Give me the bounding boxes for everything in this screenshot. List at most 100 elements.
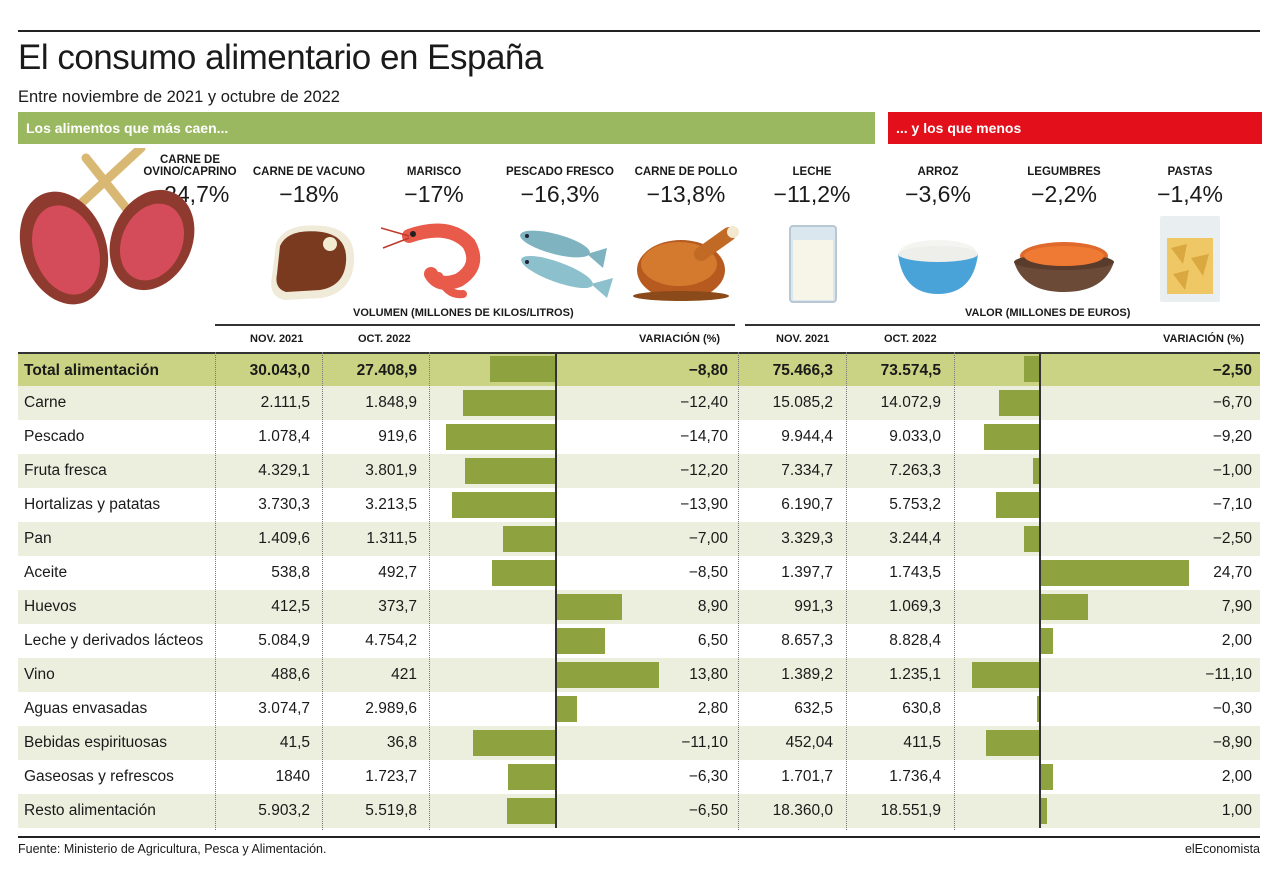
val-nov-cell: 991,3 xyxy=(794,598,833,615)
vol-var-cell: −12,20 xyxy=(680,462,728,479)
vol-oct-cell: 27.408,9 xyxy=(356,362,417,379)
value-variation-bar xyxy=(985,730,1039,756)
column-divider xyxy=(322,352,323,830)
food-item-arroz: ARROZ −3,6% xyxy=(873,152,1003,294)
row-label: Vino xyxy=(24,666,55,683)
volume-variation-bar xyxy=(446,424,555,450)
food-pct: −3,6% xyxy=(905,181,971,207)
vol-nov-cell: 3.074,7 xyxy=(258,700,310,717)
val-nov-cell: 1.389,2 xyxy=(781,666,833,683)
volume-variation-bar xyxy=(463,390,555,416)
vol-oct-cell: 421 xyxy=(391,666,417,683)
val-var-cell: −1,00 xyxy=(1212,462,1252,479)
val-nov-cell: 632,5 xyxy=(794,700,833,717)
val-var-cell: −11,10 xyxy=(1205,666,1252,683)
row-label: Pescado xyxy=(24,428,85,445)
vol-nov-cell: 2.111,5 xyxy=(260,394,310,411)
vol-oct-cell: 1.723,7 xyxy=(365,768,417,785)
food-item-vacuno: CARNE DE VACUNO −18% xyxy=(244,152,374,300)
value-variation-bar xyxy=(1040,628,1053,654)
vol-oct-cell: 3.213,5 xyxy=(365,496,417,513)
row-label: Fruta fresca xyxy=(24,462,107,479)
volume-variation-bar xyxy=(492,560,555,586)
val-var-cell: −2,50 xyxy=(1212,530,1252,547)
row-label: Leche y derivados lácteos xyxy=(24,632,204,649)
val-oct-cell: 630,8 xyxy=(902,700,941,717)
val-nov-cell: 15.085,2 xyxy=(772,394,833,411)
value-variation-bar xyxy=(1040,594,1088,620)
val-nov-cell: 6.190,7 xyxy=(781,496,833,513)
column-divider xyxy=(954,352,955,830)
value-section-rule xyxy=(745,324,1260,326)
vol-oct-cell: 5.519,8 xyxy=(365,802,417,819)
value-variation-bar xyxy=(972,662,1039,688)
volume-variation-bar xyxy=(556,594,623,620)
food-name: LEGUMBRES xyxy=(1027,166,1101,178)
vol-var-cell: −11,10 xyxy=(681,734,728,751)
food-name: ARROZ xyxy=(917,166,959,178)
vol-oct-cell: 3.801,9 xyxy=(365,462,417,479)
shrimp-icon xyxy=(369,214,499,304)
val-oct-cell: 1.235,1 xyxy=(889,666,941,683)
val-nov-header: NOV. 2021 xyxy=(776,333,830,345)
val-nov-cell: 75.466,3 xyxy=(772,362,833,379)
row-label: Pan xyxy=(24,530,52,547)
food-item-pastas: PASTAS −1,4% xyxy=(1125,152,1255,302)
vol-oct-cell: 373,7 xyxy=(378,598,417,615)
volume-variation-bar xyxy=(472,730,555,756)
food-name: PESCADO FRESCO xyxy=(506,166,614,178)
vol-nov-cell: 412,5 xyxy=(271,598,310,615)
vol-oct-cell: 492,7 xyxy=(378,564,417,581)
val-oct-cell: 1.743,5 xyxy=(889,564,941,581)
volume-variation-bar xyxy=(508,764,555,790)
row-label: Huevos xyxy=(24,598,77,615)
table-row: Bebidas espirituosas 41,5 36,8 −11,10 452,04… xyxy=(18,726,1260,760)
table-row: Fruta fresca 4.329,1 3.801,9 −12,20 7.334,7 7… xyxy=(18,454,1260,488)
most-fall-band: Los alimentos que más caen... xyxy=(18,112,875,144)
value-variation-bar xyxy=(1033,458,1039,484)
food-pct: −2,2% xyxy=(1031,181,1097,207)
vol-var-cell: −12,40 xyxy=(680,394,728,411)
value-variation-bar xyxy=(1024,356,1039,382)
food-pct: −1,4% xyxy=(1157,181,1223,207)
val-var-cell: 2,00 xyxy=(1221,632,1252,649)
volume-variation-bar xyxy=(506,798,555,824)
val-nov-cell: 9.944,4 xyxy=(781,428,833,445)
val-oct-cell: 3.244,4 xyxy=(889,530,941,547)
food-item-legumbres: LEGUMBRES −2,2% xyxy=(999,152,1129,292)
val-var-cell: −9,20 xyxy=(1212,428,1252,445)
val-nov-cell: 1.397,7 xyxy=(781,564,833,581)
volume-section-rule xyxy=(215,324,735,326)
volume-variation-bar xyxy=(556,696,578,722)
row-label: Aguas envasadas xyxy=(24,700,148,717)
food-name: CARNE DE OVINO/CAPRINO xyxy=(143,154,237,178)
vol-var-cell: −6,50 xyxy=(688,802,728,819)
fish-icon xyxy=(495,214,625,304)
value-variation-bar xyxy=(1037,696,1039,722)
vol-var-cell: −14,70 xyxy=(680,428,728,445)
food-name: PASTAS xyxy=(1167,166,1213,178)
val-oct-cell: 1.069,3 xyxy=(889,598,941,615)
food-pct: −16,3% xyxy=(520,181,600,207)
vol-nov-header: NOV. 2021 xyxy=(250,333,304,345)
val-oct-header: OCT. 2022 xyxy=(884,333,937,345)
val-var-cell: −6,70 xyxy=(1212,394,1252,411)
table-row: Pan 1.409,6 1.311,5 −7,00 3.329,3 3.244,4 −2,5… xyxy=(18,522,1260,556)
row-label: Bebidas espirituosas xyxy=(24,734,168,751)
volume-variation-bar xyxy=(556,628,605,654)
table-row: Aceite 538,8 492,7 −8,50 1.397,7 1.743,5 24,70 xyxy=(18,556,1260,590)
val-oct-cell: 7.263,3 xyxy=(889,462,941,479)
volume-zero-axis xyxy=(555,352,557,828)
vol-var-cell: −7,00 xyxy=(688,530,728,547)
val-oct-cell: 14.072,9 xyxy=(880,394,941,411)
val-var-cell: 7,90 xyxy=(1221,598,1252,615)
row-label: Hortalizas y patatas xyxy=(24,496,161,513)
vol-nov-cell: 488,6 xyxy=(271,666,310,683)
table-row: Hortalizas y patatas 3.730,3 3.213,5 −13,90… xyxy=(18,488,1260,522)
val-var-cell: −2,50 xyxy=(1212,362,1252,379)
volume-variation-bar xyxy=(489,356,555,382)
vol-oct-cell: 4.754,2 xyxy=(365,632,417,649)
food-pct: −18% xyxy=(279,181,339,207)
column-divider xyxy=(846,352,847,830)
rice-bowl-icon xyxy=(873,214,1003,304)
